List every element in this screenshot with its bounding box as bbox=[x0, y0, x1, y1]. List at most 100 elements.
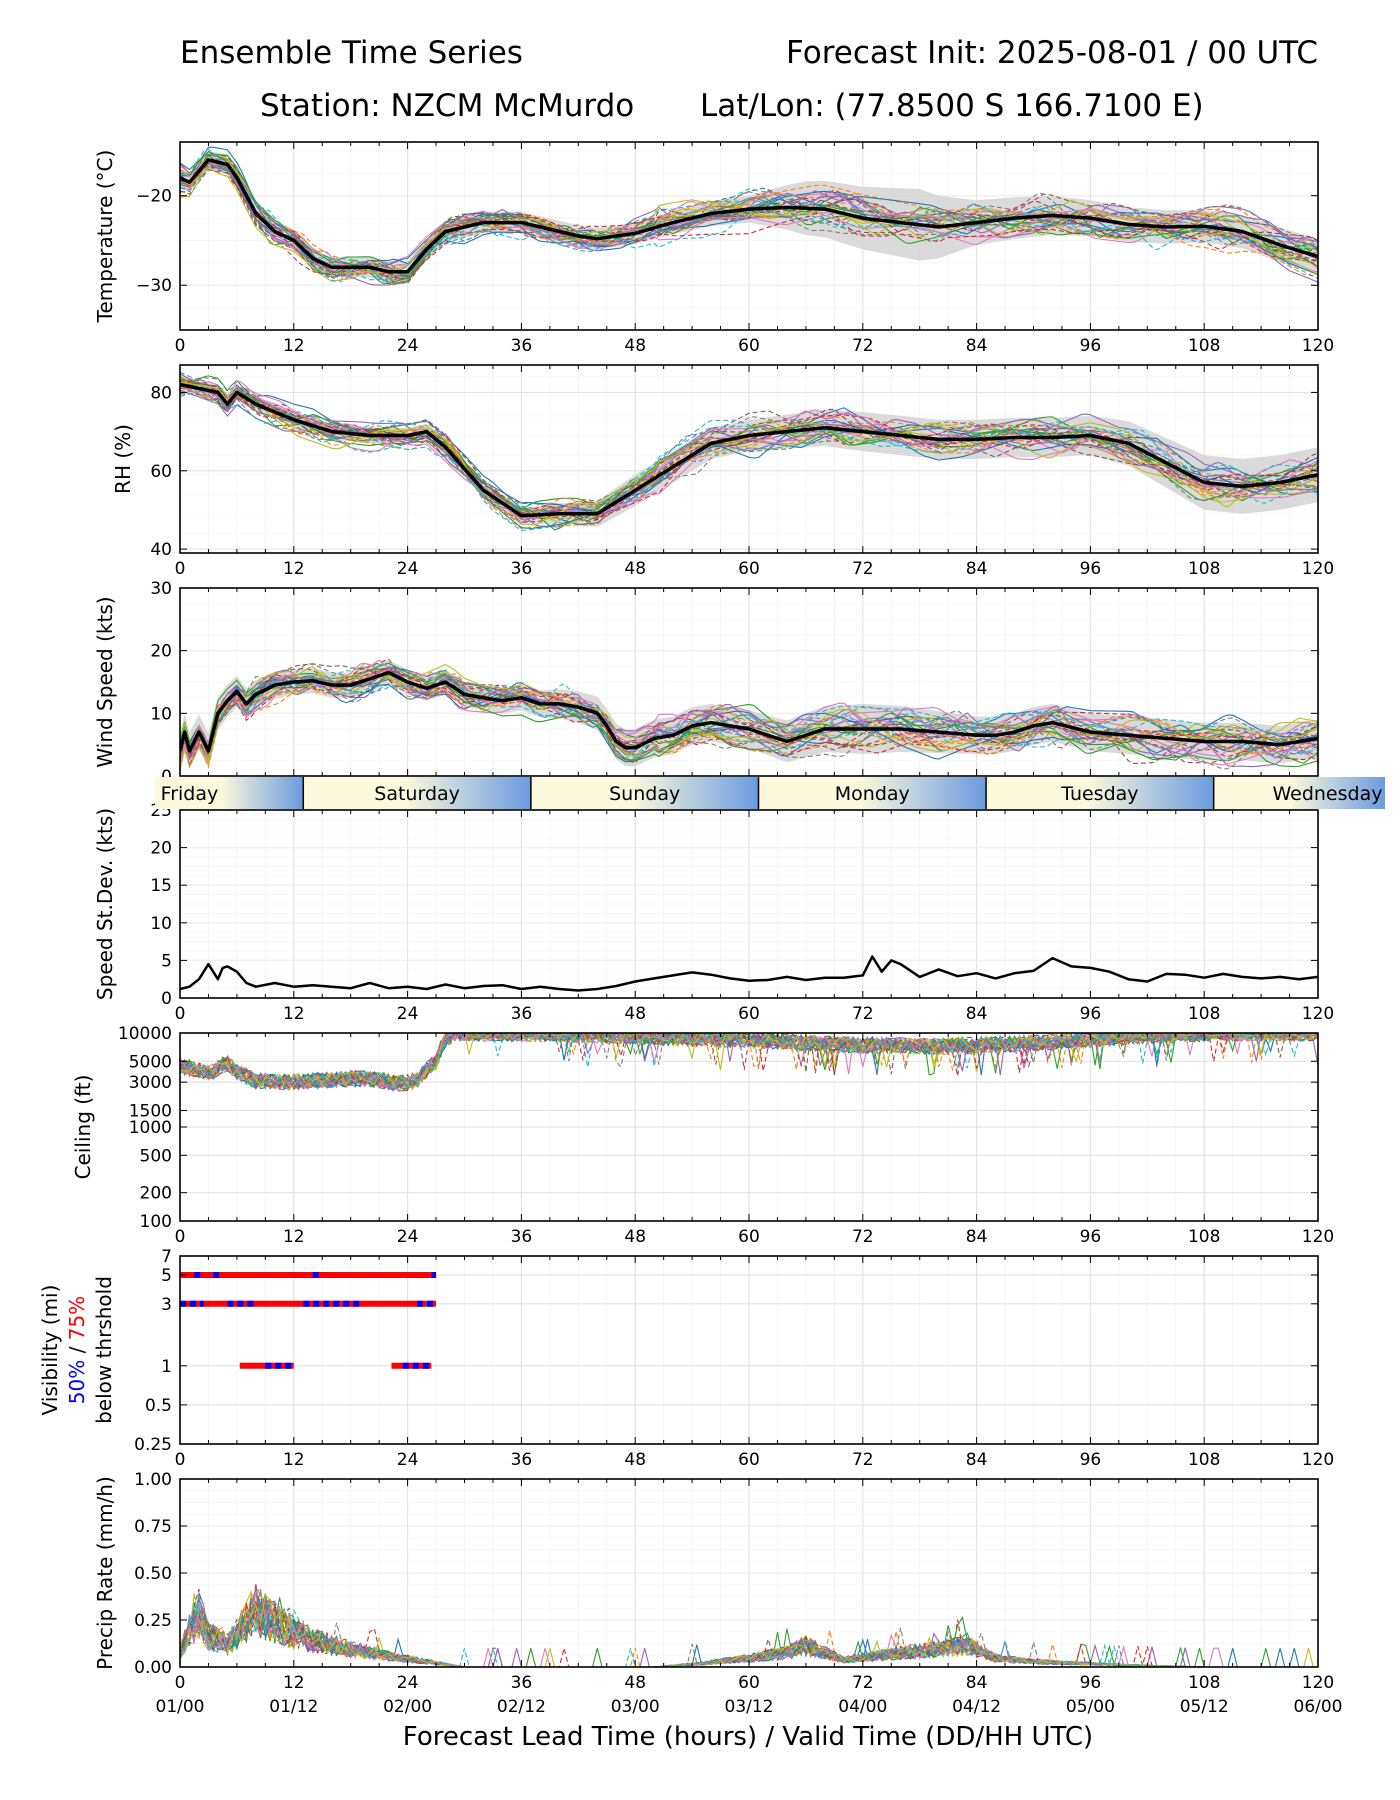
plot-area-rh bbox=[180, 371, 1318, 532]
member-line bbox=[180, 662, 1318, 766]
y-tick-label: 100 bbox=[140, 1212, 172, 1232]
member-line bbox=[180, 384, 1318, 532]
member-line bbox=[180, 166, 1318, 279]
x-tick-label: 12 bbox=[283, 1227, 305, 1247]
x-tick-label: 108 bbox=[1188, 1227, 1220, 1247]
x-tick-label: 96 bbox=[1080, 1004, 1102, 1024]
y-tick-label: 7 bbox=[161, 1247, 172, 1267]
y-tick-label: 80 bbox=[150, 383, 172, 403]
ticks-precip_rate: 0.00 0.25 0.50 0.75 1.00 0 12 24 36 48 60 72 84 96 108… bbox=[134, 1470, 1342, 1717]
x-tick-label: 120 bbox=[1302, 559, 1334, 579]
y-tick-label: 1.00 bbox=[134, 1470, 172, 1490]
plot-area-wind_speed bbox=[180, 658, 1318, 770]
x-tick-label: 24 bbox=[397, 559, 419, 579]
member-line bbox=[180, 1033, 1318, 1092]
panel-precip_rate: 0.00 0.25 0.50 0.75 1.00 0 12 24 36 48 60 72 84 96 108… bbox=[93, 1470, 1343, 1717]
y-tick-label: 0.25 bbox=[134, 1611, 172, 1631]
member-line bbox=[180, 673, 1318, 769]
y-tick-label: 1000 bbox=[129, 1118, 172, 1138]
y-tick-label: 20 bbox=[150, 642, 172, 662]
member-line bbox=[180, 673, 1318, 762]
x-tick-label: 36 bbox=[511, 1450, 533, 1470]
y-tick-label: 0.25 bbox=[134, 1435, 172, 1455]
x-tick-label: 48 bbox=[624, 1450, 646, 1470]
y-tick-label: 0 bbox=[161, 989, 172, 1009]
y-tick-label: −30 bbox=[136, 276, 172, 296]
x-tick-label: 72 bbox=[852, 1227, 874, 1247]
x-tick-label: 48 bbox=[624, 559, 646, 579]
y-tick-label: 5000 bbox=[129, 1052, 172, 1072]
mean-line bbox=[180, 670, 1318, 753]
y-axis-label: Ceiling (ft) bbox=[71, 1075, 95, 1180]
day-band bbox=[530, 777, 759, 809]
x-tick-label: 96 bbox=[1080, 559, 1102, 579]
title-left: Ensemble Time Series bbox=[180, 35, 523, 71]
pct50-label: 50% bbox=[65, 1360, 89, 1404]
x-tick-label: 120 bbox=[1302, 1004, 1334, 1024]
member-line bbox=[180, 669, 1318, 769]
x-tick-label: 0 bbox=[175, 1227, 186, 1247]
y-tick-label: −20 bbox=[136, 187, 172, 207]
x-tick-label: 96 bbox=[1080, 1673, 1102, 1693]
x-tick-label: 12 bbox=[283, 1450, 305, 1470]
x-tick-label: 48 bbox=[624, 1227, 646, 1247]
y-tick-label: 10000 bbox=[118, 1024, 172, 1044]
y-tick-label: 5 bbox=[161, 951, 172, 971]
member-line bbox=[180, 1033, 1318, 1091]
x-tick-label: 48 bbox=[624, 336, 646, 356]
panels: −30−200 12 24 36 48 60 72 84 96 108 120Temperature… bbox=[38, 141, 1343, 1717]
member-line bbox=[180, 162, 1318, 286]
ticks-temperature: −30 −20 0 12 24 36 48 60 72 84 96 108 120 bbox=[136, 142, 1334, 356]
x-tick-label: 48 bbox=[624, 1673, 646, 1693]
member-line bbox=[180, 673, 1318, 764]
y-axis-label: Speed St.Dev. (kts) bbox=[93, 808, 117, 1000]
x-tick-label: 60 bbox=[738, 1673, 760, 1693]
member-line bbox=[180, 388, 1318, 516]
x-tick-label: 60 bbox=[738, 336, 760, 356]
x-tick-label: 84 bbox=[966, 1673, 988, 1693]
x-tick-label: 60 bbox=[738, 559, 760, 579]
x-tick-label: 24 bbox=[397, 1450, 419, 1470]
x-tick-label: 84 bbox=[966, 1450, 988, 1470]
day-band bbox=[303, 777, 531, 809]
member-line bbox=[180, 379, 1318, 528]
y-axis-label: Wind Speed (kts) bbox=[93, 596, 117, 767]
y-tick-label: 3000 bbox=[129, 1073, 172, 1093]
member-line bbox=[180, 377, 1318, 516]
member-line bbox=[180, 675, 1318, 755]
y-tick-label: 60 bbox=[150, 462, 172, 482]
y-tick-label: 30 bbox=[150, 579, 172, 599]
x-tick-label: 108 bbox=[1188, 559, 1220, 579]
x-tick-label: 120 bbox=[1302, 1673, 1334, 1693]
spread-band bbox=[180, 376, 1318, 527]
plot-area-temperature bbox=[180, 146, 1318, 286]
x-tick-label: 108 bbox=[1188, 1004, 1220, 1024]
x-tick-label: 72 bbox=[852, 559, 874, 579]
mean-line bbox=[180, 382, 1318, 518]
y-axis-label: Visibility (mi) bbox=[38, 1285, 62, 1416]
panel-temperature: −30 −20 0 12 24 36 48 60 72 84 96 108 120 Temperature… bbox=[93, 141, 1334, 356]
x-tick-label: 120 bbox=[1302, 1450, 1334, 1470]
x-tick-label: 12 bbox=[283, 559, 305, 579]
mean-line bbox=[180, 158, 1318, 274]
x-axis-label: Forecast Lead Time (hours) / Valid Time … bbox=[403, 1722, 1093, 1752]
x-tick-label: 36 bbox=[511, 559, 533, 579]
day-label: Tuesday bbox=[1060, 783, 1138, 805]
day-band bbox=[155, 777, 304, 809]
x-valid-label: 05/12 bbox=[1180, 1697, 1229, 1717]
x-valid-label: 04/12 bbox=[952, 1697, 1001, 1717]
y-tick-label: 10 bbox=[150, 914, 172, 934]
panel-rh: 40 60 80 0 12 24 36 48 60 72 84 96 108 120 RH (%) bbox=[111, 364, 1334, 579]
ticks-visibility: 0.25 0.5 1 3 57 0 12 24 36 48 60 72 84 96 108 120 bbox=[134, 1247, 1334, 1470]
x-tick-label: 84 bbox=[966, 336, 988, 356]
x-tick-label: 84 bbox=[966, 559, 988, 579]
x-tick-label: 108 bbox=[1188, 1450, 1220, 1470]
day-label: Sunday bbox=[609, 783, 680, 805]
station-title: Station: NZCM McMurdo bbox=[260, 88, 634, 124]
member-line bbox=[180, 384, 1318, 514]
grid-precip_rate bbox=[179, 1478, 1319, 1668]
